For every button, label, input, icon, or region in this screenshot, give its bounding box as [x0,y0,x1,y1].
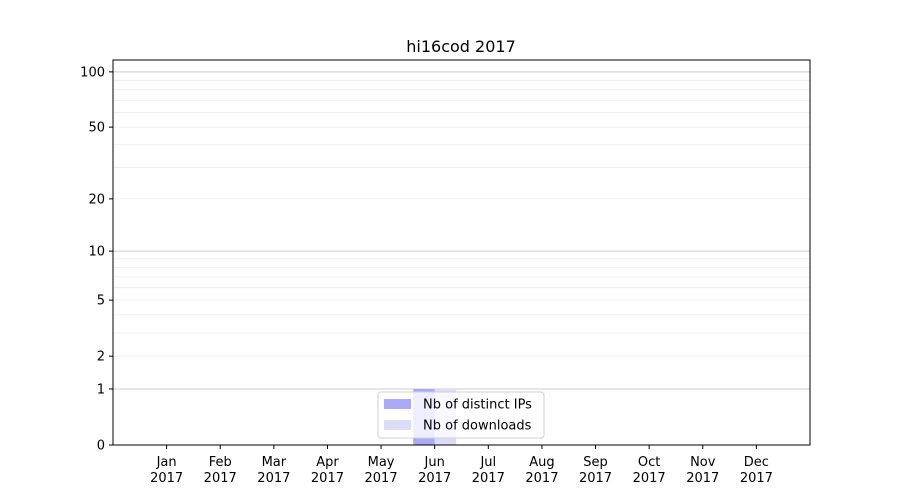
x-tick-label: Jul 2017 [472,455,505,486]
y-tick-label: 0 [97,439,105,454]
legend-box [377,391,545,439]
x-tick-label: Aug 2017 [525,455,558,486]
x-tick-label: Jun 2017 [418,455,451,486]
x-tick-label: Apr 2017 [311,455,344,486]
y-tick-label: 1 [97,382,105,397]
x-tick-label: Oct 2017 [633,455,666,486]
y-tick-label: 50 [88,121,105,136]
axes-frame [112,59,811,446]
x-tick-label: Jan 2017 [150,455,183,486]
y-tick-label: 20 [88,192,105,207]
legend-label: Nb of downloads [423,419,532,434]
x-tick-label: Sep 2017 [579,455,612,486]
legend: Nb of distinct IPs Nb of downloads [377,391,545,439]
y-tick-label: 2 [97,350,105,365]
x-tick-label: May 2017 [365,455,398,486]
legend-label: Nb of distinct IPs [423,398,532,413]
legend-swatch [384,399,411,409]
x-tick-label: Feb 2017 [204,455,237,486]
y-tick-label: 100 [80,65,105,80]
x-tick-label: Nov 2017 [686,455,719,486]
y-tick-label: 5 [97,294,105,309]
x-tick-label: Mar 2017 [257,455,290,486]
x-tick-label: Dec 2017 [740,455,773,486]
y-tick-label: 10 [88,245,105,260]
chart-title: hi16cod 2017 [406,37,516,56]
legend-swatch [384,420,411,430]
